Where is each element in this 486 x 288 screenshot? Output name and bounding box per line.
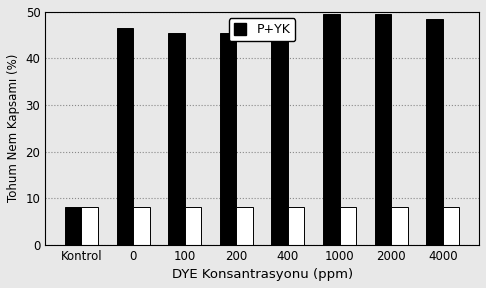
Bar xyxy=(340,207,356,245)
Y-axis label: Tohum Nem Kapsamı (%): Tohum Nem Kapsamı (%) xyxy=(7,54,20,202)
Bar xyxy=(65,207,82,245)
Bar xyxy=(185,207,201,245)
Bar xyxy=(133,207,150,245)
Bar xyxy=(288,207,304,245)
Bar xyxy=(117,28,133,245)
Bar xyxy=(323,14,340,245)
X-axis label: DYE Konsantrasyonu (ppm): DYE Konsantrasyonu (ppm) xyxy=(172,268,353,281)
Bar xyxy=(426,19,443,245)
Bar xyxy=(168,33,185,245)
Bar xyxy=(272,35,288,245)
Bar xyxy=(375,14,391,245)
Bar xyxy=(236,207,253,245)
Bar xyxy=(391,207,408,245)
Bar xyxy=(443,207,459,245)
Legend: P+YK: P+YK xyxy=(229,18,295,41)
Bar xyxy=(220,33,236,245)
Bar xyxy=(82,207,98,245)
